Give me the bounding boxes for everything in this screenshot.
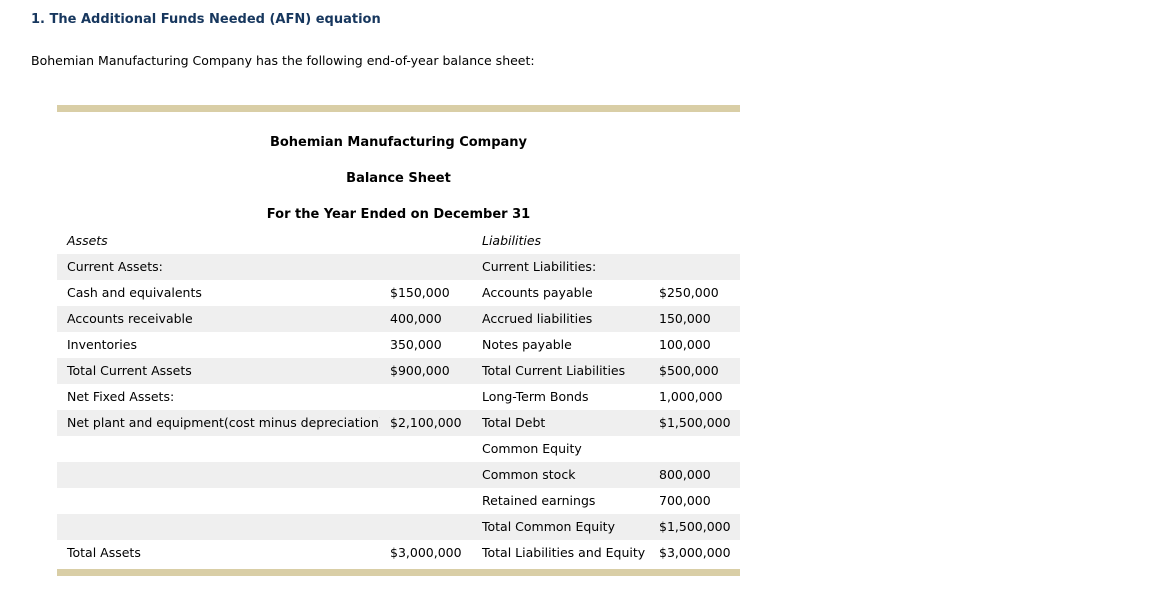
liability-label: Total Debt (482, 415, 546, 430)
asset-amount (380, 462, 472, 488)
asset-amount (380, 436, 472, 462)
section-title: 1. The Additional Funds Needed (AFN) equ… (31, 12, 381, 27)
table-row: Total Current Assets $900,000 Total Curr… (57, 358, 740, 384)
liability-amount: 800,000 (659, 467, 711, 482)
liability-label: Common Equity (482, 441, 582, 456)
table-row: Common stock 800,000 (57, 462, 740, 488)
asset-amount: $900,000 (390, 363, 450, 378)
liability-label: Notes payable (482, 337, 572, 352)
asset-label: Assets (67, 233, 108, 248)
liability-label: Accrued liabilities (482, 311, 593, 326)
table-row: Retained earnings 700,000 (57, 488, 740, 514)
balance-sheet: Bohemian Manufacturing Company Balance S… (57, 105, 740, 576)
asset-label: Cash and equivalents (67, 285, 202, 300)
asset-amount (380, 228, 472, 254)
asset-label (57, 488, 380, 514)
bottom-rule (57, 569, 740, 576)
liability-amount: $250,000 (659, 285, 719, 300)
liability-label: Retained earnings (482, 493, 596, 508)
intro-text: Bohemian Manufacturing Company has the f… (31, 53, 535, 68)
asset-amount (380, 384, 472, 410)
statement-period: For the Year Ended on December 31 (266, 207, 531, 222)
asset-amount: $150,000 (390, 285, 450, 300)
table-row: Current Assets: Current Liabilities: (57, 254, 740, 280)
table-row: Inventories 350,000 Notes payable 100,00… (57, 332, 740, 358)
liability-amount: $1,500,000 (659, 519, 731, 534)
asset-amount: 350,000 (390, 337, 442, 352)
liability-amount (659, 228, 740, 254)
statement-title: Balance Sheet (346, 171, 451, 186)
asset-label: Accounts receivable (67, 311, 193, 326)
asset-label: Inventories (67, 337, 137, 352)
asset-label: Net Fixed Assets: (67, 389, 175, 404)
asset-amount (380, 488, 472, 514)
liability-amount: $500,000 (659, 363, 719, 378)
asset-label: Total Current Assets (67, 363, 192, 378)
liability-label: Total Current Liabilities (482, 363, 626, 378)
liability-label: Long-Term Bonds (482, 389, 589, 404)
table-row: Total Common Equity $1,500,000 (57, 514, 740, 540)
table-row: Accounts receivable 400,000 Accrued liab… (57, 306, 740, 332)
asset-label (57, 462, 380, 488)
liability-label: Liabilities (482, 233, 542, 248)
liability-label: Total Liabilities and Equity (482, 545, 646, 560)
table-row: Common Equity (57, 436, 740, 462)
asset-amount: $2,100,000 (390, 415, 462, 430)
liability-amount: $3,000,000 (659, 545, 731, 560)
asset-label (57, 436, 380, 462)
table-row: Assets Liabilities (57, 228, 740, 254)
asset-amount: $3,000,000 (390, 545, 462, 560)
table-row: Total Assets $3,000,000 Total Liabilitie… (57, 540, 740, 566)
asset-amount (380, 254, 472, 280)
liability-amount: 1,000,000 (659, 389, 723, 404)
liability-label: Accounts payable (482, 285, 593, 300)
asset-amount: 400,000 (390, 311, 442, 326)
liability-amount (659, 254, 740, 280)
liability-amount: 150,000 (659, 311, 711, 326)
liability-amount (659, 436, 740, 462)
asset-label: Net plant and equipment(cost minus depre… (67, 415, 380, 430)
balance-sheet-rows: Assets Liabilities Current Assets: Curre… (57, 228, 740, 566)
top-rule (57, 105, 740, 112)
table-row: Net plant and equipment(cost minus depre… (57, 410, 740, 436)
asset-amount (380, 514, 472, 540)
liability-label: Total Common Equity (482, 519, 615, 534)
company-name: Bohemian Manufacturing Company (269, 135, 528, 150)
table-row: Net Fixed Assets: Long-Term Bonds 1,000,… (57, 384, 740, 410)
asset-label (57, 514, 380, 540)
asset-label: Current Assets: (67, 259, 163, 274)
liability-amount: $1,500,000 (659, 415, 731, 430)
liability-amount: 100,000 (659, 337, 711, 352)
liability-amount: 700,000 (659, 493, 711, 508)
asset-label: Total Assets (67, 545, 141, 560)
liability-label: Current Liabilities: (482, 259, 597, 274)
table-row: Cash and equivalents $150,000 Accounts p… (57, 280, 740, 306)
liability-label: Common stock (482, 467, 576, 482)
